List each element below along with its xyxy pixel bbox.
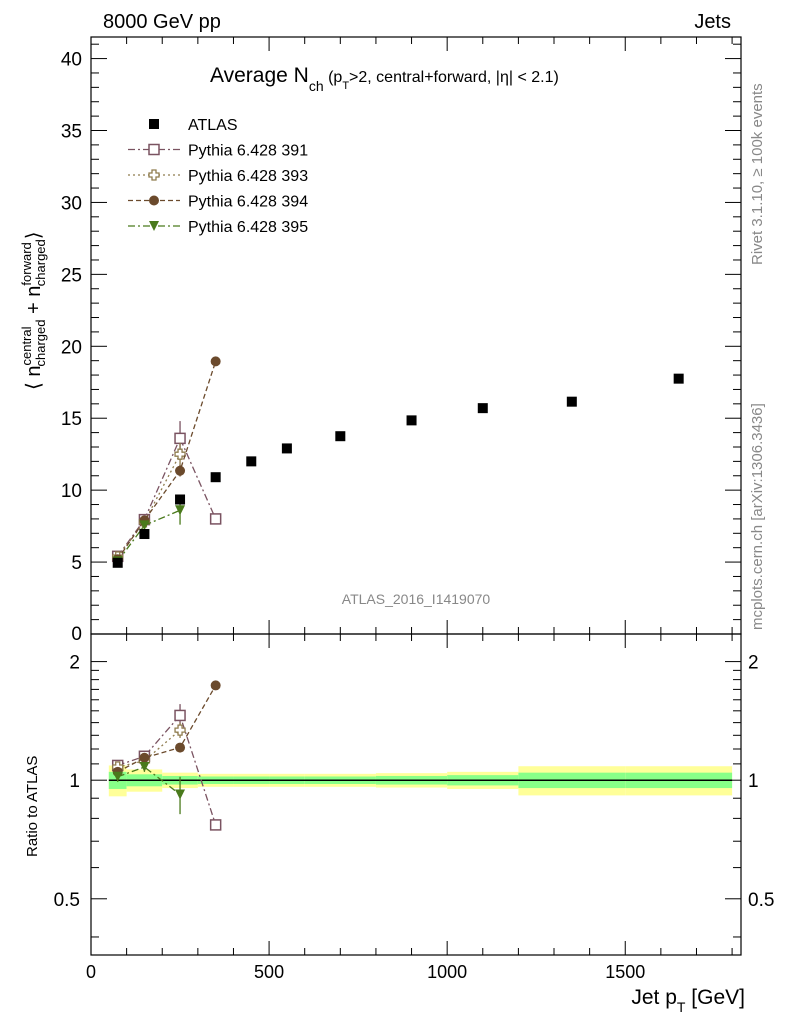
ratio-reference-band [108, 765, 733, 797]
marker-filled-triangle-down [175, 789, 186, 800]
y-tick-label: 25 [61, 265, 82, 286]
header-right: Jets [694, 11, 731, 33]
marker-filled-circle [175, 465, 186, 476]
marker-filled-circle [175, 742, 186, 753]
marker-open-cross [148, 169, 160, 181]
marker-filled-square [139, 529, 150, 540]
ratio-series-pythia-6-428-393 [112, 722, 186, 773]
ratio-series-pythia-6-428-395 [112, 762, 186, 815]
legend-label: Pythia 6.428 394 [188, 194, 308, 211]
marker-filled-circle [139, 752, 150, 763]
ratio-y-tick-label: 1 [69, 771, 80, 792]
marker-open-cross [174, 448, 186, 460]
marker-filled-square [477, 403, 488, 414]
header-left: 8000 GeV pp [103, 11, 221, 33]
legend-label: Pythia 6.428 395 [188, 219, 308, 236]
ratio-series-pythia-6-428-394 [112, 680, 221, 777]
marker-filled-square [406, 415, 417, 426]
marker-open-square [174, 709, 186, 722]
series-line [117, 714, 217, 826]
y-tick-label: 20 [61, 337, 82, 358]
marker-filled-square [281, 443, 292, 454]
marker-open-cross [174, 724, 186, 736]
y-tick-label: 5 [71, 553, 82, 574]
y-axis-label-main: ⟨ ncentralcharged + nforwardcharged⟩ [19, 231, 48, 390]
y-tick-label: 30 [61, 193, 82, 214]
marker-filled-triangle-down [139, 762, 150, 773]
y-tick-label: 40 [61, 50, 82, 71]
ratio-y-tick-label-right: 0.5 [748, 890, 774, 911]
marker-open-square [209, 513, 222, 525]
legend-item: ATLAS [149, 117, 238, 134]
legend: ATLAS Pythia 6.428 391 Pythia 6.428 393 Pyt… [128, 117, 308, 236]
marker-filled-triangle-down [175, 505, 186, 516]
y-axis-label-ratio: Ratio to ATLAS [24, 756, 41, 857]
ratio-y-tick-label-right: 1 [748, 771, 759, 792]
analysis-watermark: ATLAS_2016_I1419070 [342, 591, 491, 607]
ratio-series-pythia-6-428-391 [111, 704, 222, 831]
marker-filled-square [673, 373, 684, 384]
legend-item: Pythia 6.428 391 [128, 143, 308, 160]
marker-open-square [174, 432, 186, 445]
x-tick-label: 500 [254, 962, 284, 982]
legend-item: Pythia 6.428 395 [128, 219, 308, 236]
marker-filled-square [335, 431, 346, 442]
series-line [117, 361, 217, 560]
marker-filled-square [566, 396, 577, 407]
legend-item: Pythia 6.428 394 [128, 194, 308, 211]
marker-filled-square [246, 456, 257, 467]
x-axis-label: Jet pT [GeV] [631, 986, 745, 1015]
series-pythia-6-428-394 [112, 356, 221, 565]
marker-open-square [148, 143, 160, 156]
ratio-y-tick-label-right: 2 [748, 653, 759, 674]
series-line [117, 453, 181, 558]
marker-filled-square [175, 494, 186, 505]
marker-open-square [209, 819, 222, 831]
marker-filled-triangle-down [139, 520, 150, 531]
mcplots-label: mcplots.cern.ch [arXiv:1306.3436] [749, 403, 766, 630]
ratio-y-tick-label: 0.5 [54, 890, 80, 911]
y-tick-label: 35 [61, 122, 82, 143]
marker-filled-circle [210, 680, 221, 691]
marker-filled-square [210, 472, 221, 483]
y-tick-label: 10 [61, 481, 82, 502]
data-series [111, 356, 684, 831]
x-tick-label: 1000 [427, 962, 467, 982]
series-line [117, 509, 181, 562]
series-atlas [112, 373, 684, 568]
series-pythia-6-428-391 [111, 421, 222, 563]
legend-item: Pythia 6.428 393 [128, 168, 308, 185]
marker-filled-square [149, 119, 159, 129]
plot-frames [90, 36, 742, 956]
chart-title: Average Nch (pT>2, central+forward, |η| … [210, 64, 559, 94]
y-tick-label: 15 [61, 409, 82, 430]
marker-filled-triangle-down [112, 771, 123, 782]
x-tick-label: 1500 [605, 962, 645, 982]
axis-ticks: 0 500 1000 1500 5 10 15 20 25 30 35 40 0 0.5 0.5 1 1 2 2 [54, 37, 774, 982]
marker-filled-circle [210, 356, 221, 367]
legend-label: Pythia 6.428 393 [188, 168, 308, 185]
marker-filled-circle [149, 195, 159, 206]
legend-label: Pythia 6.428 391 [188, 143, 308, 160]
ratio-frame [90, 633, 742, 956]
series-pythia-6-428-393 [112, 442, 186, 563]
series-line [117, 685, 217, 773]
y-tick-label: 0 [71, 624, 82, 645]
marker-filled-triangle-down [149, 221, 159, 231]
rivet-label: Rivet 3.1.10, ≥ 100k events [749, 83, 766, 265]
ratio-y-tick-label: 2 [69, 653, 80, 674]
x-tick-label: 0 [86, 962, 96, 982]
marker-filled-square [112, 557, 123, 568]
legend-label: ATLAS [188, 117, 238, 134]
